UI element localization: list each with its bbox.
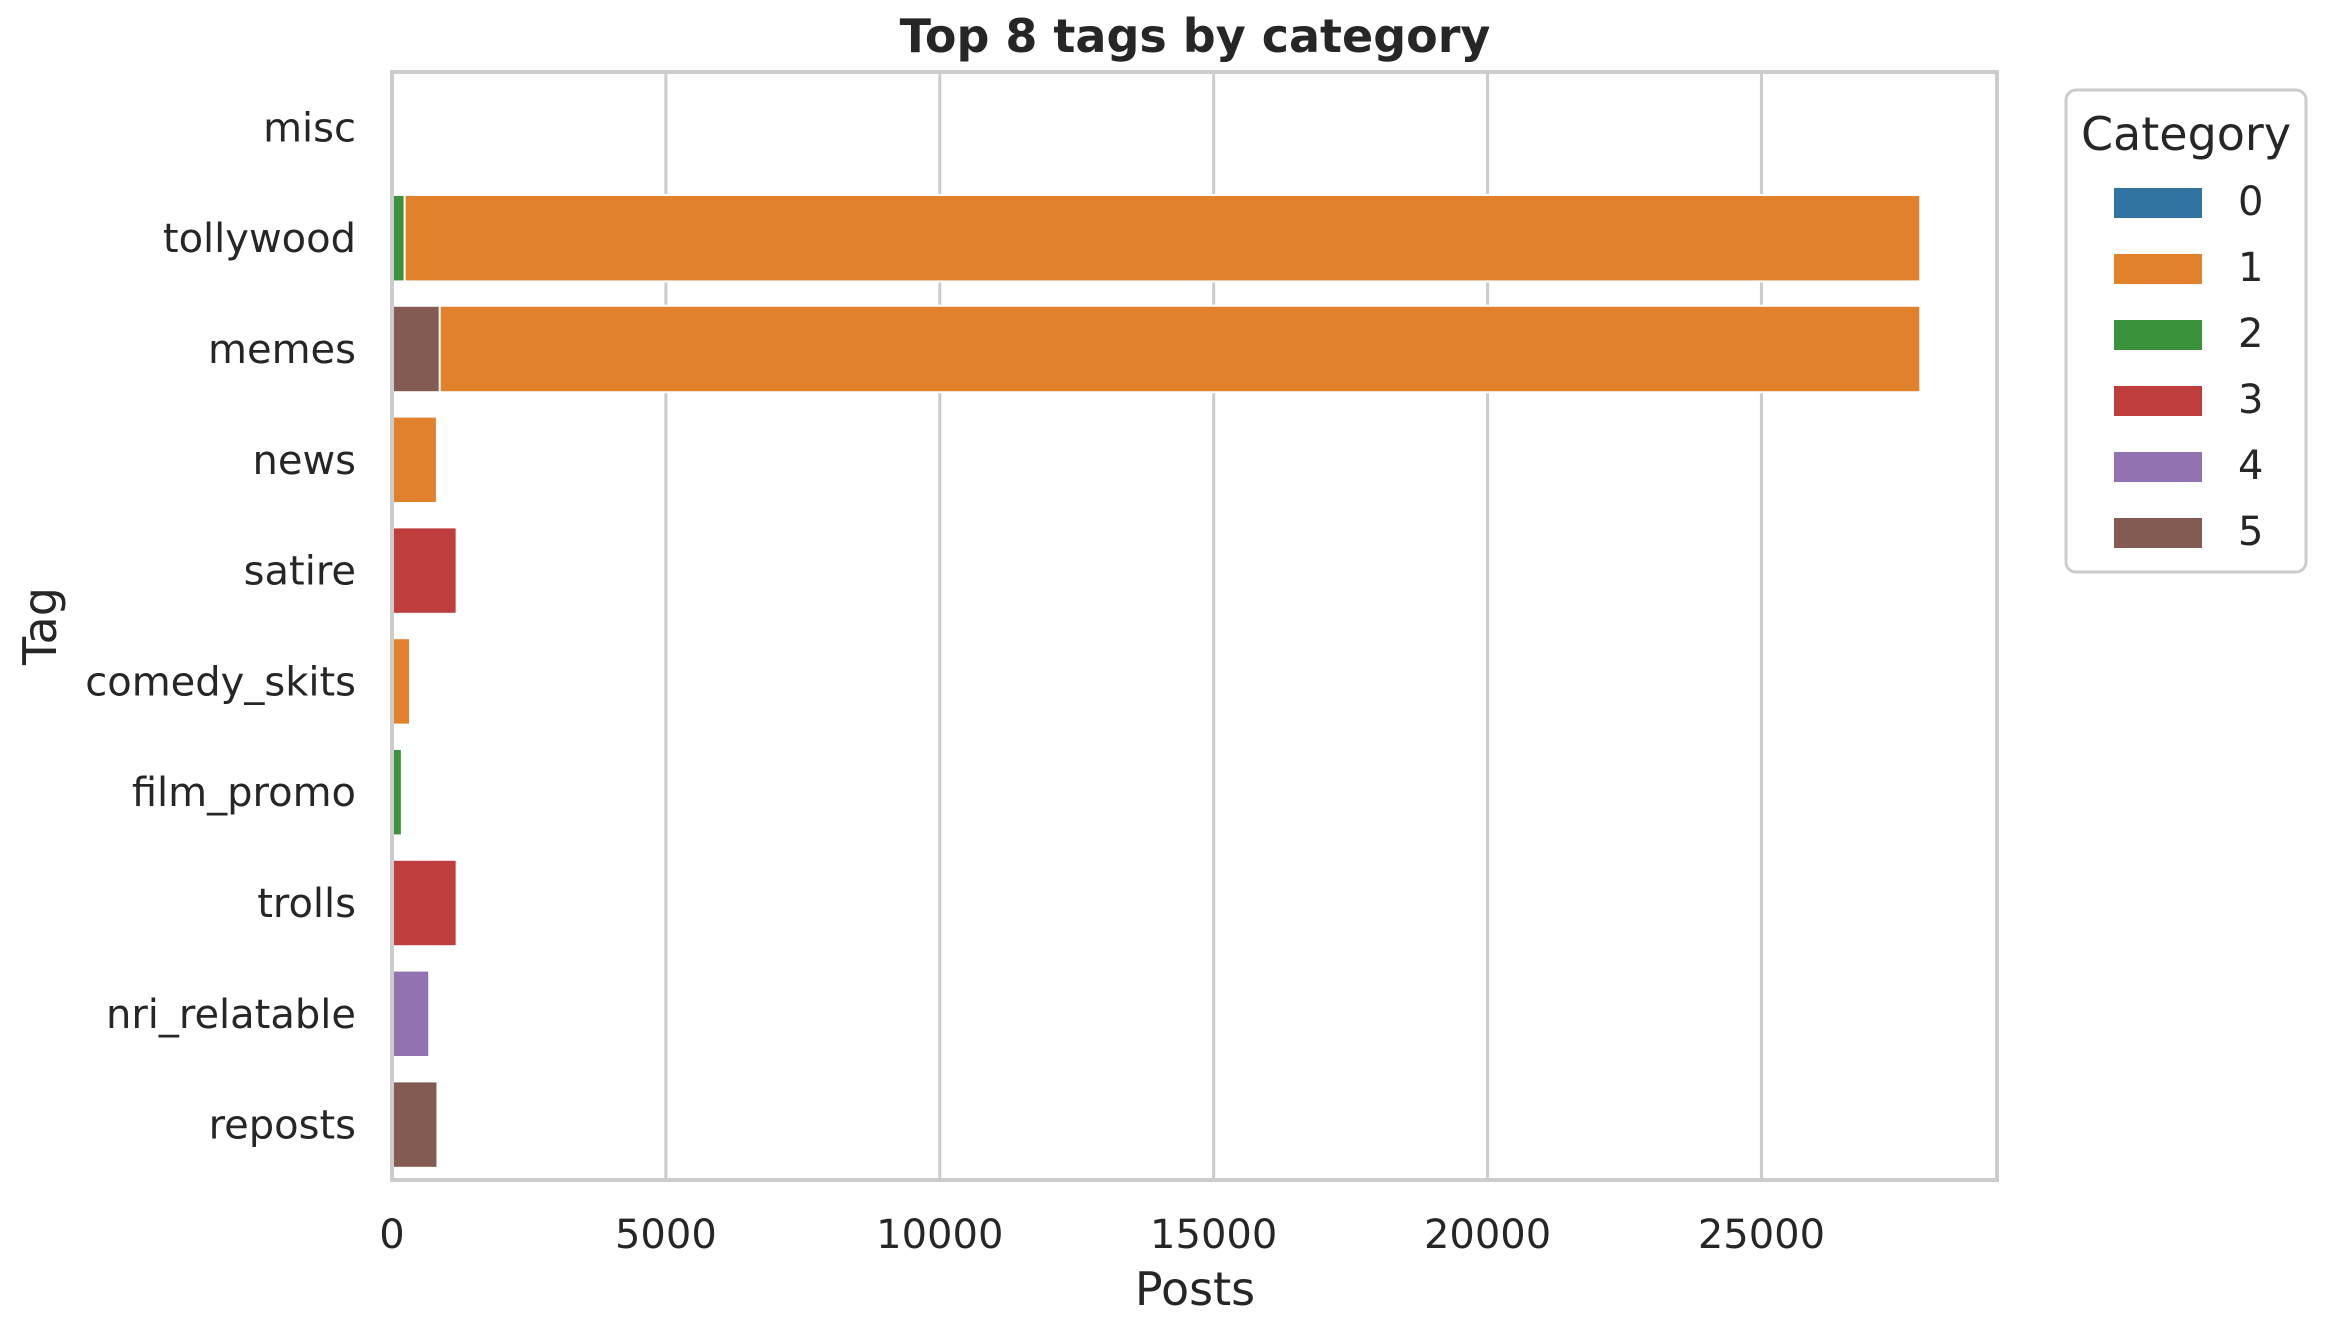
bar-trolls-category-3 [391,858,458,948]
y-tick-label: misc [263,105,356,151]
legend-label: 1 [2238,245,2263,291]
legend-swatch [2114,518,2202,548]
y-tick-label: comedy_skits [85,659,356,705]
legend-label: 3 [2238,377,2263,423]
legend: Category 0 1 2 3 4 5 [2064,88,2308,574]
x-tick-label: 0 [379,1212,404,1258]
x-tick-label: 15000 [1150,1212,1277,1258]
bar-memes-category-1 [391,304,1922,394]
plot-frame [390,70,1999,1182]
y-tick-label: nri_relatable [106,992,356,1038]
y-tick-label: memes [208,327,356,373]
x-tick-labels: 0 5000 10000 15000 20000 25000 [379,1212,1825,1258]
x-axis-label: Posts [1135,1262,1255,1316]
y-tick-label: news [252,438,356,484]
legend-swatch [2114,188,2202,218]
x-tick-label: 5000 [615,1212,717,1258]
bar-satire-category-3 [391,526,458,615]
legend-label: 5 [2238,509,2263,555]
x-tick-label: 20000 [1424,1212,1551,1258]
bar-reposts-category-5 [391,1080,439,1169]
legend-title: Category [2081,107,2291,161]
y-tick-label: tollywood [163,216,356,262]
legend-label: 2 [2238,311,2263,357]
x-tick-label: 10000 [876,1212,1003,1258]
bar-tollywood-category-1 [391,193,1922,283]
y-tick-label: satire [244,549,356,595]
y-tick-labels: misc tollywood memes news satire comedy_skits… [85,105,356,1148]
y-axis-label: Tag [13,587,67,666]
bars [391,193,1922,1169]
y-tick-label: film_promo [132,770,356,816]
bar-news-category-1 [391,415,438,505]
x-tick-label: 25000 [1698,1212,1825,1258]
legend-swatch [2114,452,2202,482]
legend-swatch [2114,320,2202,350]
chart-title: Top 8 tags by category [900,9,1491,63]
bar-comedy_skits-category-1 [391,637,412,726]
legend-swatch [2114,386,2202,416]
legend-label: 0 [2238,179,2263,225]
bar-memes-category-5 [391,304,441,394]
y-tick-label: reposts [209,1103,356,1149]
legend-label: 4 [2238,443,2263,489]
legend-swatch [2114,254,2202,284]
bar-nri_relatable-category-4 [391,969,431,1059]
y-tick-label: trolls [257,881,356,927]
